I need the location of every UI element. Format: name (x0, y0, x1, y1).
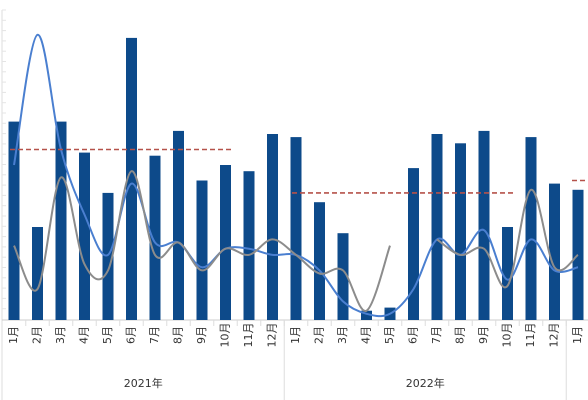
x-tick-label: 7月 (148, 326, 161, 344)
x-tick-label: 10月 (219, 323, 232, 348)
x-tick-label: 7月 (430, 326, 443, 344)
bar (149, 155, 161, 320)
bar (55, 121, 67, 320)
trend-line (436, 188, 579, 289)
bar (337, 233, 349, 320)
bar (126, 37, 137, 321)
x-tick-label: 9月 (195, 326, 208, 344)
bar (102, 192, 114, 320)
x-tick-label: 4月 (360, 326, 373, 344)
bar (290, 137, 302, 320)
bar (220, 165, 231, 320)
x-tick-label: 11月 (242, 323, 255, 348)
x-tick-label: 4月 (78, 326, 91, 344)
x-tick-label: 10月 (501, 323, 514, 348)
bar (173, 130, 184, 320)
bar (267, 134, 278, 320)
bar (196, 180, 208, 320)
bar (525, 137, 537, 320)
x-tick-label: 6月 (407, 326, 420, 344)
x-tick-label: 8月 (172, 326, 185, 344)
x-tick-label: 6月 (125, 326, 138, 344)
x-tick-label: 5月 (383, 326, 396, 344)
bar (502, 227, 513, 320)
x-tick-label: 1月 (7, 326, 20, 344)
x-tick-label: 3月 (336, 326, 349, 344)
bar (478, 130, 490, 320)
bar (361, 310, 372, 320)
bar (408, 168, 419, 320)
x-tick-label: 12月 (266, 323, 279, 348)
year-label: 2022年 (406, 376, 445, 390)
bar (549, 183, 560, 320)
x-tick-label: 1月 (571, 326, 584, 344)
bar (79, 152, 90, 320)
bar (243, 171, 255, 320)
x-tick-label: 2月 (313, 326, 326, 344)
year-label: 2021年 (124, 376, 163, 390)
x-tick-label: 2月 (31, 326, 44, 344)
x-tick-label: 11月 (524, 323, 537, 348)
trend-line (13, 170, 391, 312)
bar (455, 143, 466, 320)
x-tick-label: 8月 (454, 326, 467, 344)
bar (431, 134, 443, 320)
trend-line (13, 33, 579, 318)
bar (8, 121, 20, 320)
x-tick-label: 12月 (548, 323, 561, 348)
x-tick-label: 3月 (54, 326, 67, 344)
x-tick-label: 5月 (101, 326, 114, 344)
x-tick-label: 1月 (289, 326, 302, 344)
x-tick-label: 9月 (477, 326, 490, 344)
bar (32, 227, 43, 320)
bar (314, 202, 325, 320)
